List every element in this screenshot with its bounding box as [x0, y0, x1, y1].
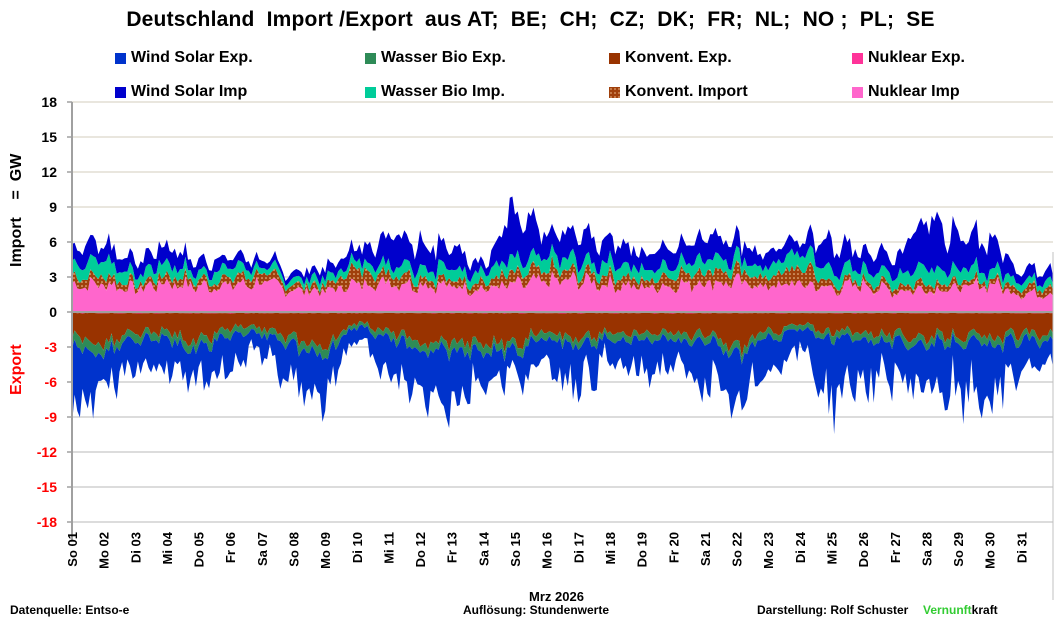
x-tick-label: Do 12 — [413, 532, 428, 567]
series-area-wind-solar-exp- — [72, 324, 1053, 435]
legend-swatch-icon — [852, 86, 863, 98]
x-tick-label: Fr 20 — [666, 532, 681, 563]
resolution-label: Auflösung: Stundenwerte — [463, 603, 609, 617]
x-tick-label: Mi 04 — [160, 531, 175, 564]
legend-label: Wasser Bio Exp. — [381, 49, 506, 66]
y-tick-label: 3 — [49, 269, 57, 285]
y-tick-label: 9 — [49, 199, 57, 215]
legend-label: Konvent. Import — [625, 83, 748, 100]
y-tick-label: -3 — [45, 339, 58, 355]
brand-black: kraft — [971, 603, 998, 617]
y-tick-label: -15 — [37, 479, 57, 495]
x-tick-label: Sa 07 — [255, 532, 270, 566]
y-tick-label: -9 — [45, 409, 58, 425]
series-area-konvent-exp- — [72, 312, 1053, 358]
x-tick-label: Mo 23 — [761, 532, 776, 569]
legend-item-nuklear-imp: Nuklear Imp — [852, 83, 960, 101]
x-tick-label: Do 19 — [635, 532, 650, 567]
brand-green: Vernunft — [923, 603, 972, 617]
series-area-nuklear-imp — [72, 271, 1053, 312]
x-tick-label: Sa 28 — [919, 532, 934, 566]
x-tick-label: So 29 — [951, 532, 966, 567]
x-tick-label: Mi 18 — [603, 532, 618, 565]
x-tick-label: Di 31 — [1014, 532, 1029, 563]
legend-label: Konvent. Exp. — [625, 49, 732, 66]
x-tick-label: Fr 06 — [223, 532, 238, 563]
x-tick-label: Mo 02 — [97, 532, 112, 569]
y-tick-label: -12 — [37, 444, 57, 460]
legend-swatch-icon — [365, 52, 376, 64]
x-tick-label: Sa 14 — [476, 531, 491, 566]
data-source: Datenquelle: Entso-e — [10, 603, 130, 617]
x-tick-label: Fr 27 — [888, 532, 903, 563]
series-area-wasser-bio-exp- — [72, 321, 1053, 365]
legend-item-wind-solar-exp: Wind Solar Exp. — [115, 49, 253, 67]
series-area-wind-solar-imp — [72, 196, 1053, 288]
x-tick-label: So 22 — [730, 532, 745, 567]
legend-item-wind-solar-imp: Wind Solar Imp — [115, 83, 247, 101]
x-tick-label: Fr 13 — [445, 532, 460, 563]
legend-label: Wasser Bio Imp. — [381, 83, 505, 100]
chart-title: Deutschland Import /Export aus AT; BE; C… — [126, 8, 935, 31]
x-tick-label: So 15 — [508, 532, 523, 567]
legend-label: Wind Solar Imp — [131, 83, 248, 100]
x-tick-label: Mo 09 — [318, 532, 333, 569]
legend-label: Nuklear Imp — [868, 83, 960, 100]
legend-label: Wind Solar Exp. — [131, 49, 253, 66]
y-tick-label: 6 — [49, 234, 57, 250]
x-tick-label: So 08 — [287, 532, 302, 567]
legend-item-konvent-import: Konvent. Import — [609, 83, 748, 101]
x-tick-label: Mo 16 — [540, 532, 555, 569]
legend-item-wasser-bio-exp: Wasser Bio Exp. — [365, 49, 506, 67]
series-area-konvent-import — [72, 255, 1053, 300]
x-tick-label: Di 10 — [350, 532, 365, 563]
y-tick-label: 18 — [41, 94, 57, 110]
x-tick-label: Mo 30 — [983, 532, 998, 569]
x-tick-label: Di 17 — [571, 532, 586, 563]
x-tick-label: Sa 21 — [698, 532, 713, 566]
series-area-wasser-bio-imp- — [72, 243, 1053, 294]
month-label: Mrz 2026 — [529, 589, 584, 604]
y-tick-label: -18 — [37, 514, 57, 530]
legend-swatch-icon — [609, 52, 620, 64]
x-tick-label: Mi 25 — [824, 532, 839, 565]
legend-item-nuklear-exp: Nuklear Exp. — [852, 49, 965, 67]
author-label: Darstellung: Rolf Schuster — [757, 603, 909, 617]
legend-item-wasser-bio-imp: Wasser Bio Imp. — [365, 83, 505, 101]
x-tick-label: Do 26 — [856, 532, 871, 567]
legend-swatch-icon — [852, 52, 863, 64]
legend-label: Nuklear Exp. — [868, 49, 965, 66]
brand-logo: Vernunftkraft — [923, 603, 998, 617]
y-tick-label: 15 — [41, 129, 57, 145]
x-tick-label: Di 24 — [793, 531, 808, 563]
x-tick-label: Di 03 — [128, 532, 143, 563]
x-tick-label: Do 05 — [192, 532, 207, 567]
legend-swatch-icon — [115, 52, 126, 64]
legend-swatch-icon — [609, 86, 620, 98]
legend-item-konvent-exp: Konvent. Exp. — [609, 49, 732, 67]
x-tick-label: So 01 — [65, 532, 80, 567]
legend-swatch-icon — [115, 86, 126, 98]
y-tick-label: -6 — [45, 374, 58, 390]
x-tick-label: Mi 11 — [381, 532, 396, 564]
legend-swatch-icon — [365, 86, 376, 98]
y-tick-label: 12 — [41, 164, 57, 180]
y-tick-label: 0 — [49, 304, 57, 320]
